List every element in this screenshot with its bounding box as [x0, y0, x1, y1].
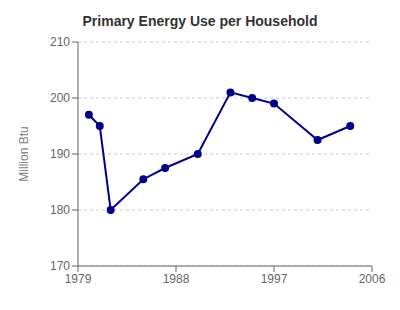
- svg-text:170: 170: [50, 259, 70, 273]
- svg-text:Million Btu: Million Btu: [17, 126, 31, 181]
- html-text:Primary Energy Use per Househo: Primary Energy Use per Household: [82, 13, 318, 29]
- svg-text:210: 210: [50, 35, 70, 49]
- svg-text:180: 180: [50, 203, 70, 217]
- svg-text:190: 190: [50, 147, 70, 161]
- svg-text:2006: 2006: [359, 272, 386, 286]
- svg-text:200: 200: [50, 91, 70, 105]
- svg-text:1997: 1997: [261, 272, 288, 286]
- svg-text:1979: 1979: [65, 272, 92, 286]
- svg-text:1988: 1988: [163, 272, 190, 286]
